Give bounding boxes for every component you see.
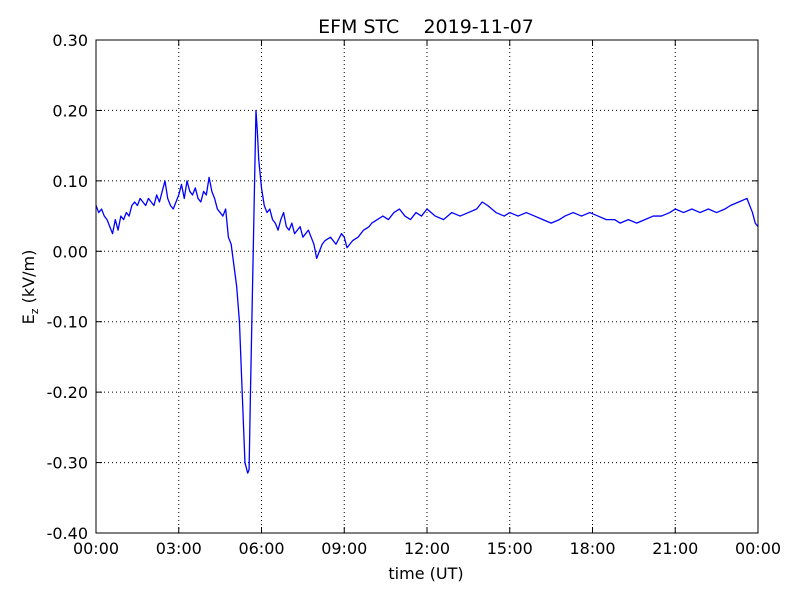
x-tick-label: 21:00: [652, 539, 698, 558]
y-tick-label: -0.30: [47, 454, 88, 473]
chart-title: EFM STC 2019-11-07: [318, 16, 534, 38]
x-tick-label: 03:00: [156, 539, 202, 558]
grid-lines: [96, 40, 758, 533]
axis-ticks: [95, 39, 759, 534]
y-tick-label: 0.00: [52, 242, 88, 261]
series-line: [96, 109, 758, 474]
y-axis-title-unit: (kV/m): [19, 250, 38, 309]
y-tick-labels: 0.30 0.20 0.10 0.00 -0.10 -0.20 -0.30 -0.40: [47, 31, 88, 543]
x-tick-label: 06:00: [238, 539, 284, 558]
x-tick-label: 00:00: [735, 539, 781, 558]
y-axis-title: Ez (kV/m): [19, 250, 41, 325]
y-tick-label: 0.30: [52, 31, 88, 50]
y-tick-label: -0.10: [47, 313, 88, 332]
y-axis-title-subscript: z: [28, 308, 41, 314]
x-tick-label: 12:00: [404, 539, 450, 558]
x-axis-title: time (UT): [388, 564, 463, 583]
y-tick-label: -0.40: [47, 524, 88, 543]
plot-frame: [95, 39, 759, 534]
y-tick-label: 0.10: [52, 172, 88, 191]
y-tick-label: 0.20: [52, 101, 88, 120]
x-tick-labels: 00:00 03:00 06:00 09:00 12:00 15:00 18:00 21:00…: [73, 539, 781, 558]
x-tick-label: 09:00: [321, 539, 367, 558]
x-tick-label: 00:00: [73, 539, 119, 558]
y-tick-label: -0.20: [47, 383, 88, 402]
y-axis-title-main: E: [19, 314, 38, 324]
x-tick-label: 18:00: [569, 539, 615, 558]
x-tick-label: 15:00: [487, 539, 533, 558]
